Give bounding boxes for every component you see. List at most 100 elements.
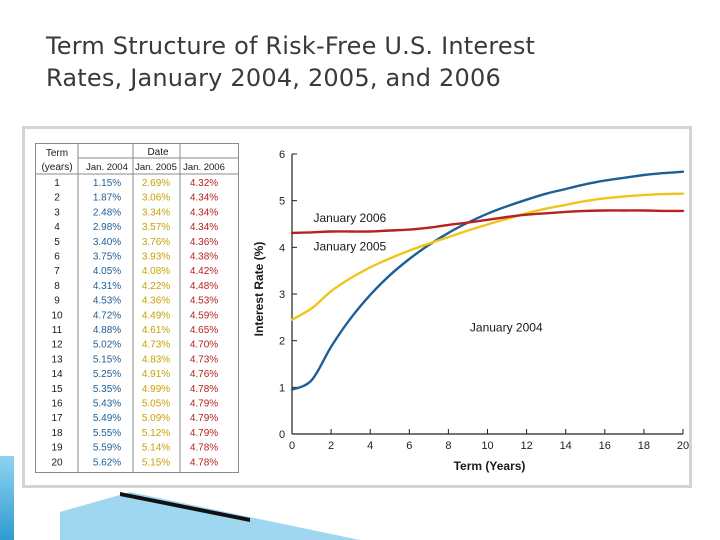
table-rate-cell-jan2006: 4.34% — [190, 222, 218, 233]
slide-title-line-1: Term Structure of Risk-Free U.S. Interes… — [46, 32, 536, 60]
table-term-cell: 13 — [51, 354, 63, 365]
table-rate-cell-jan2004: 1.15% — [93, 178, 121, 189]
table-rate-cell-jan2004: 5.49% — [93, 413, 121, 424]
table-rate-cell-jan2006: 4.34% — [190, 193, 218, 204]
table-rate-cell-jan2005: 3.57% — [142, 222, 170, 233]
table-rate-cell-jan2006: 4.79% — [190, 413, 218, 424]
y-tick-label: 1 — [279, 382, 285, 394]
y-tick-label: 6 — [279, 149, 285, 161]
table-rate-cell-jan2006: 4.78% — [190, 443, 218, 454]
x-axis-label: Term (Years) — [454, 459, 526, 473]
table-rate-cell-jan2005: 5.15% — [142, 457, 170, 468]
table-rate-cell-jan2005: 5.14% — [142, 443, 170, 454]
table-rate-cell-jan2005: 4.22% — [142, 281, 170, 292]
table-term-cell: 20 — [51, 457, 63, 468]
table-term-cell: 1 — [54, 178, 60, 189]
x-tick-label: 8 — [445, 440, 451, 452]
table-term-cell: 16 — [51, 399, 63, 410]
table-term-cell: 7 — [54, 266, 60, 277]
corner-accent-wedge — [60, 492, 360, 540]
x-tick-label: 12 — [520, 440, 532, 452]
rate-table-svg: Term (years) Date Jan. 2004 Jan. 2005 Jan. 20… — [36, 144, 238, 472]
table-term-cell: 5 — [54, 237, 60, 248]
table-rate-cell-jan2006: 4.79% — [190, 428, 218, 439]
y-axis-label: Interest Rate (%) — [252, 242, 266, 337]
y-tick-label: 5 — [279, 196, 285, 208]
table-rate-cell-jan2004: 4.72% — [93, 310, 121, 321]
table-rate-cell-jan2004: 2.98% — [93, 222, 121, 233]
table-term-cell: 15 — [51, 384, 63, 395]
table-rate-cell-jan2004: 5.15% — [93, 354, 121, 365]
table-rate-cell-jan2005: 4.99% — [142, 384, 170, 395]
table-rate-cell-jan2004: 4.05% — [93, 266, 121, 277]
y-tick-label: 3 — [279, 289, 285, 301]
table-rate-cell-jan2005: 4.36% — [142, 296, 170, 307]
table-rate-cell-jan2005: 3.34% — [142, 207, 170, 218]
table-rate-cell-jan2004: 3.75% — [93, 252, 121, 263]
table-rate-cell-jan2005: 4.83% — [142, 354, 170, 365]
table-term-cell: 11 — [52, 325, 63, 336]
table-term-subheader: (years) — [41, 162, 72, 173]
table-rate-cell-jan2004: 2.48% — [93, 207, 121, 218]
x-tick-label: 20 — [677, 440, 689, 452]
table-rate-cell-jan2006: 4.42% — [190, 266, 218, 277]
table-rate-cell-jan2005: 3.93% — [142, 252, 170, 263]
corner-accent-bar — [0, 456, 14, 540]
series-line-january-2004 — [290, 170, 685, 391]
table-rate-cell-jan2006: 4.79% — [190, 399, 218, 410]
table-rate-cell-jan2005: 4.73% — [142, 340, 170, 351]
table-rate-cell-jan2005: 5.05% — [142, 399, 170, 410]
table-rate-cell-jan2006: 4.70% — [190, 340, 218, 351]
series-label-january-2006: January 2006 — [314, 211, 387, 225]
table-rate-cell-jan2006: 4.34% — [190, 207, 218, 218]
table-rate-cell-jan2006: 4.48% — [190, 281, 218, 292]
table-date-header: Date — [147, 147, 169, 158]
rate-table: Term (years) Date Jan. 2004 Jan. 2005 Jan. 20… — [35, 143, 239, 473]
table-rate-cell-jan2004: 5.59% — [93, 443, 121, 454]
series-line-january-2005 — [290, 192, 685, 321]
table-rate-cell-jan2005: 5.12% — [142, 428, 170, 439]
table-rate-cell-jan2006: 4.59% — [190, 310, 218, 321]
x-tick-label: 4 — [367, 440, 373, 452]
slide-title: Term Structure of Risk-Free U.S. Interes… — [46, 30, 686, 94]
table-term-cell: 6 — [54, 252, 60, 263]
table-term-cell: 12 — [51, 340, 63, 351]
table-rate-cell-jan2006: 4.38% — [190, 252, 218, 263]
table-rate-cell-jan2006: 4.76% — [190, 369, 218, 380]
table-term-cell: 19 — [51, 443, 63, 454]
series-label-january-2004: January 2004 — [470, 320, 543, 334]
table-term-cell: 9 — [54, 296, 60, 307]
table-term-cell: 8 — [54, 281, 60, 292]
table-rate-cell-jan2004: 4.88% — [93, 325, 121, 336]
table-rate-cell-jan2006: 4.53% — [190, 296, 218, 307]
table-rate-cell-jan2004: 5.62% — [93, 457, 121, 468]
x-tick-label: 6 — [406, 440, 412, 452]
table-rate-cell-jan2004: 4.53% — [93, 296, 121, 307]
x-tick-label: 10 — [481, 440, 493, 452]
table-rate-cell-jan2004: 4.31% — [93, 281, 121, 292]
table-rate-cell-jan2004: 5.43% — [93, 399, 121, 410]
table-rate-cell-jan2005: 3.76% — [142, 237, 170, 248]
table-rate-cell-jan2006: 4.78% — [190, 384, 218, 395]
table-rate-cell-jan2006: 4.78% — [190, 457, 218, 468]
x-tick-label: 2 — [328, 440, 334, 452]
table-rate-cell-jan2005: 3.06% — [142, 193, 170, 204]
x-tick-label: 16 — [599, 440, 611, 452]
table-rate-cell-jan2005: 4.61% — [142, 325, 170, 336]
table-rate-cell-jan2004: 5.25% — [93, 369, 121, 380]
table-rate-cell-jan2004: 3.40% — [93, 237, 121, 248]
table-rate-cell-jan2004: 5.35% — [93, 384, 121, 395]
table-rate-cell-jan2005: 5.09% — [142, 413, 170, 424]
y-tick-label: 0 — [279, 429, 285, 441]
table-rate-cell-jan2005: 4.49% — [142, 310, 170, 321]
table-rate-cell-jan2005: 4.08% — [142, 266, 170, 277]
table-year-header: Jan. 2005 — [135, 162, 177, 173]
x-tick-label: 18 — [638, 440, 650, 452]
table-term-header: Term — [46, 148, 68, 159]
table-rate-cell-jan2004: 1.87% — [93, 193, 121, 204]
table-rate-cell-jan2005: 4.91% — [142, 369, 170, 380]
table-year-header: Jan. 2006 — [183, 162, 225, 173]
table-rate-cell-jan2004: 5.55% — [93, 428, 121, 439]
table-term-cell: 4 — [54, 222, 60, 233]
table-rate-cell-jan2004: 5.02% — [93, 340, 121, 351]
